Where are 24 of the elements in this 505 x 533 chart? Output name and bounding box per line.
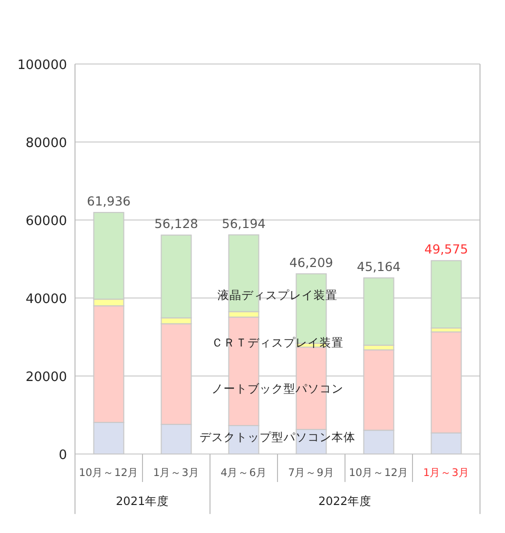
total-label: 49,575 [424,242,468,257]
series-label: 液晶ディスプレイ装置 [218,288,338,302]
x-tick-label: 10月～12月 [348,467,409,479]
x-tick-label: 1月～3月 [153,467,200,479]
x-tick-label: 10月～12月 [78,467,139,479]
y-tick-label: 20000 [26,370,67,385]
series-label: ＣＲＴディスプレイ装置 [212,335,344,350]
y-tick-label: 80000 [26,136,67,151]
y-tick-label: 60000 [26,214,67,229]
x-tick-label: 4月～6月 [220,467,267,479]
total-label: 45,164 [356,258,401,274]
total-label: 46,209 [289,254,334,270]
total-label: 56,194 [222,216,266,231]
total-label: 56,128 [154,216,198,232]
total-label: 61,936 [86,193,131,208]
y-tick-label: 0 [58,448,67,463]
series-label: ノートブック型パソコン [212,381,344,396]
x-tick-label: 1月～3月 [423,467,470,479]
y-tick-label: 100000 [17,58,67,73]
y-tick-label: 40000 [26,292,67,307]
series-label: デスクトップ型パソコン本体 [200,430,356,444]
text: 2022年度 [318,494,372,508]
x-tick-label: 7月～9月 [288,467,334,479]
text: 2021年度 [116,494,170,508]
